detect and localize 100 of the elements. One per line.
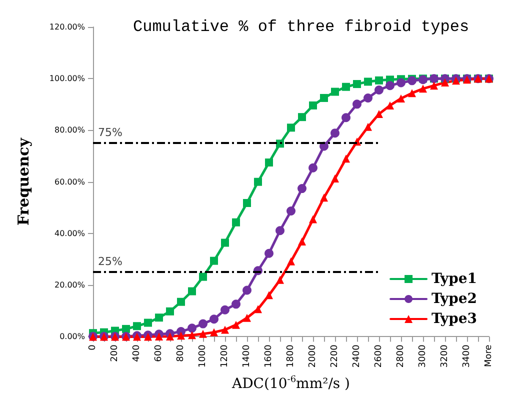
ref-line-label: 25% bbox=[98, 255, 122, 268]
point bbox=[342, 82, 350, 91]
point bbox=[287, 257, 295, 266]
point bbox=[364, 122, 372, 131]
point bbox=[276, 226, 284, 236]
point bbox=[286, 206, 296, 216]
y-tick-label: 0.00% bbox=[60, 332, 86, 342]
point bbox=[188, 324, 196, 333]
point bbox=[397, 94, 405, 102]
y-tick-label: 80.00% bbox=[54, 126, 86, 135]
point bbox=[308, 163, 318, 172]
point bbox=[375, 76, 383, 84]
point bbox=[254, 305, 262, 314]
point bbox=[386, 101, 394, 110]
point bbox=[352, 100, 362, 109]
point bbox=[342, 154, 350, 163]
point bbox=[220, 305, 230, 314]
y-tick-label: 20.00% bbox=[54, 280, 86, 290]
y-tick-label: 120.00% bbox=[49, 22, 86, 32]
point bbox=[330, 128, 340, 138]
point bbox=[166, 307, 174, 316]
point bbox=[210, 314, 218, 324]
y-tick-label: 60.00% bbox=[54, 177, 86, 186]
y-tick-label: 100.00% bbox=[49, 74, 86, 84]
x-tick-label: 1000 bbox=[198, 344, 208, 368]
point bbox=[276, 140, 284, 148]
point bbox=[374, 85, 384, 94]
point bbox=[198, 319, 208, 328]
point bbox=[265, 158, 273, 166]
point bbox=[309, 101, 317, 110]
point bbox=[144, 318, 152, 327]
point bbox=[199, 330, 207, 338]
point bbox=[188, 331, 196, 340]
x-tick-label: 2200 bbox=[330, 344, 340, 368]
x-tick-label: 1200 bbox=[220, 344, 230, 368]
point bbox=[232, 320, 240, 329]
point bbox=[419, 84, 427, 93]
x-tick-label: 3200 bbox=[440, 344, 450, 368]
point bbox=[298, 113, 306, 122]
point bbox=[242, 286, 252, 295]
x-tick-label: 1600 bbox=[264, 344, 274, 368]
point bbox=[287, 124, 295, 132]
point bbox=[441, 78, 449, 86]
point bbox=[386, 81, 394, 90]
x-tick-label: 1400 bbox=[242, 344, 252, 368]
y-tick-label: 40.00% bbox=[54, 228, 86, 238]
point bbox=[221, 238, 229, 247]
point bbox=[331, 174, 339, 182]
chart-title: Cumulative % of three fibroid types bbox=[133, 18, 470, 36]
point bbox=[232, 300, 240, 309]
point bbox=[155, 332, 163, 340]
point bbox=[396, 78, 406, 88]
legend-label: Type2 bbox=[432, 291, 477, 307]
x-tick-label: 200 bbox=[110, 344, 120, 362]
point bbox=[342, 113, 350, 122]
point bbox=[210, 328, 218, 336]
point bbox=[408, 89, 416, 98]
point bbox=[254, 178, 262, 186]
x-tick-label: More bbox=[484, 344, 494, 368]
point bbox=[408, 76, 416, 86]
x-tick-label: 0 bbox=[88, 344, 98, 350]
y-axis-title: Frequency bbox=[14, 136, 32, 226]
point bbox=[155, 314, 163, 322]
point bbox=[298, 237, 306, 246]
point bbox=[177, 332, 185, 340]
point bbox=[265, 291, 273, 300]
point bbox=[166, 332, 174, 340]
point bbox=[243, 199, 251, 208]
x-tick-label: 2400 bbox=[352, 344, 362, 368]
x-tick-label: 2600 bbox=[374, 344, 384, 368]
point bbox=[210, 256, 218, 265]
point bbox=[430, 82, 438, 90]
x-tick-label: 3400 bbox=[462, 344, 472, 368]
x-tick-label: 3000 bbox=[418, 344, 428, 368]
point bbox=[364, 78, 372, 86]
x-tick-label: 800 bbox=[176, 344, 186, 362]
x-tick-label: 400 bbox=[132, 344, 142, 362]
point bbox=[364, 93, 372, 102]
point bbox=[199, 272, 207, 281]
point bbox=[133, 322, 141, 330]
legend-label: Type3 bbox=[432, 311, 477, 327]
point bbox=[188, 287, 196, 296]
point bbox=[276, 276, 284, 284]
point bbox=[264, 248, 274, 258]
x-tick-label: 2800 bbox=[396, 344, 406, 368]
point bbox=[331, 88, 339, 96]
legend-label: Type1 bbox=[432, 271, 477, 287]
x-tick-label: 600 bbox=[154, 344, 164, 362]
point bbox=[320, 194, 328, 202]
point bbox=[177, 298, 185, 306]
ref-line-label: 75% bbox=[98, 126, 122, 140]
point bbox=[232, 218, 240, 226]
x-tick-label: 1800 bbox=[286, 344, 296, 368]
x-tick-label: 2000 bbox=[308, 344, 318, 368]
point bbox=[375, 110, 383, 118]
point bbox=[122, 324, 130, 333]
point bbox=[221, 326, 229, 334]
point bbox=[298, 184, 306, 194]
point bbox=[353, 80, 361, 88]
point bbox=[243, 314, 251, 322]
